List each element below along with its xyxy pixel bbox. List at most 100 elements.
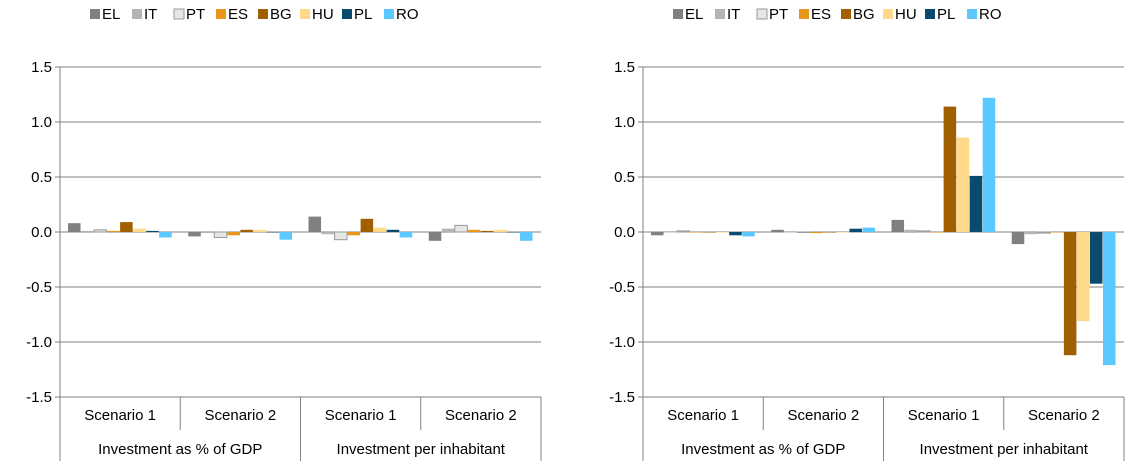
bar-el <box>308 216 322 232</box>
bar-ro <box>1102 232 1116 366</box>
bar-bg <box>360 218 374 232</box>
group-label: Investment as % of GDP <box>681 441 845 458</box>
y-tick-label: 0.0 <box>614 224 635 241</box>
bar-el <box>771 229 784 232</box>
legend-label-bg: BG <box>853 6 875 23</box>
legend-label-pt: PT <box>186 6 205 23</box>
bar-it <box>81 230 94 232</box>
legend-label-es: ES <box>228 6 248 23</box>
y-tick-label: 0.0 <box>31 224 52 241</box>
category-label: Scenario 1 <box>84 407 156 424</box>
bar-pt <box>213 231 228 238</box>
legend-label-hu: HU <box>312 6 334 23</box>
legend-label-el: EL <box>102 6 120 23</box>
bar-hu <box>253 229 266 232</box>
bar-el <box>891 219 905 232</box>
legend-swatch-pt <box>756 8 768 20</box>
chart-panel-1: EL IT PT ES BG HU PL RO 1.5 1.0 0.5 0.0 -0.5 -1.0 -1.5… <box>26 6 542 461</box>
legend-label-pl: PL <box>354 6 372 23</box>
bar-bg <box>823 232 836 233</box>
bar-pt <box>334 231 348 241</box>
bar-hu <box>836 232 849 233</box>
y-tick-label: -1.0 <box>609 334 635 351</box>
category-label: Scenario 2 <box>1028 407 1100 424</box>
bar-ro <box>982 97 996 232</box>
bar-el <box>68 223 81 232</box>
bar-pl <box>506 232 520 233</box>
bar-ro <box>279 232 292 240</box>
bar-hu <box>493 229 507 232</box>
group-label: Investment per inhabitant <box>337 441 506 458</box>
y-tick-label: 1.5 <box>31 59 52 76</box>
legend-swatch-es <box>216 9 226 19</box>
legend-swatch-el <box>673 9 683 19</box>
legend-swatch-bg <box>841 9 851 19</box>
bar-ro <box>862 227 875 232</box>
legend-label-ro: RO <box>979 6 1002 23</box>
bar-it <box>321 232 335 235</box>
bar-es <box>690 232 703 233</box>
bar-es <box>1050 232 1064 233</box>
bar-pt <box>93 229 108 233</box>
bar-it <box>784 232 797 233</box>
bar-ro <box>742 232 755 237</box>
bar-ro <box>519 232 533 241</box>
legend-swatch-el <box>90 9 100 19</box>
bar-hu <box>1076 232 1090 322</box>
group-label: Investment as % of GDP <box>98 441 262 458</box>
group-label: Investment per inhabitant <box>920 441 1089 458</box>
bar-pl <box>266 232 279 233</box>
bar-es <box>227 232 240 236</box>
bar-pl <box>386 229 400 232</box>
chart-panel-2: EL IT PT ES BG HU PL RO 1.5 1.0 0.5 0.0 -0.5 -1.0 -1.5… <box>609 6 1125 461</box>
legend-label-pt: PT <box>769 6 788 23</box>
y-tick-label: -1.5 <box>26 389 52 406</box>
bar-bg <box>240 229 253 232</box>
bar-bg <box>943 106 957 232</box>
bar-pl <box>146 230 159 232</box>
bar-ro <box>399 232 413 238</box>
bar-es <box>467 229 481 232</box>
bar-es <box>930 232 944 233</box>
legend-swatch-pl <box>342 9 352 19</box>
y-tick-label: 1.0 <box>614 114 635 131</box>
legend-label-el: EL <box>685 6 703 23</box>
legend-swatch-hu <box>883 9 893 19</box>
bar-it <box>904 229 918 232</box>
y-tick-label: -0.5 <box>26 279 52 296</box>
category-label: Scenario 1 <box>908 407 980 424</box>
bar-pt <box>676 230 691 233</box>
y-tick-label: -1.5 <box>609 389 635 406</box>
legend-swatch-ro <box>967 9 977 19</box>
legend-swatch-it <box>132 9 142 19</box>
category-label: Scenario 2 <box>445 407 517 424</box>
legend-label-bg: BG <box>270 6 292 23</box>
bar-es <box>347 232 361 236</box>
bar-hu <box>716 232 729 233</box>
bar-ro <box>159 232 172 238</box>
bar-pt <box>796 231 811 233</box>
legend-label-es: ES <box>811 6 831 23</box>
bar-it <box>441 228 455 232</box>
bar-bg <box>120 222 133 232</box>
legend-label-hu: HU <box>895 6 917 23</box>
legend-swatch-ro <box>384 9 394 19</box>
category-label: Scenario 1 <box>325 407 397 424</box>
bar-bg <box>480 230 494 232</box>
bar-hu <box>133 228 146 232</box>
legend-swatch-pl <box>925 9 935 19</box>
category-label: Scenario 2 <box>205 407 277 424</box>
category-label: Scenario 2 <box>788 407 860 424</box>
legend-swatch-it <box>715 9 725 19</box>
bar-hu <box>373 227 387 232</box>
category-label: Scenario 1 <box>667 407 739 424</box>
bar-el <box>651 232 664 236</box>
bar-bg <box>703 232 716 233</box>
legend-label-it: IT <box>144 6 157 23</box>
bar-pl <box>849 228 862 232</box>
bar-bg <box>1063 232 1077 356</box>
legend-label-it: IT <box>727 6 740 23</box>
legend-swatch-pt <box>173 8 185 20</box>
